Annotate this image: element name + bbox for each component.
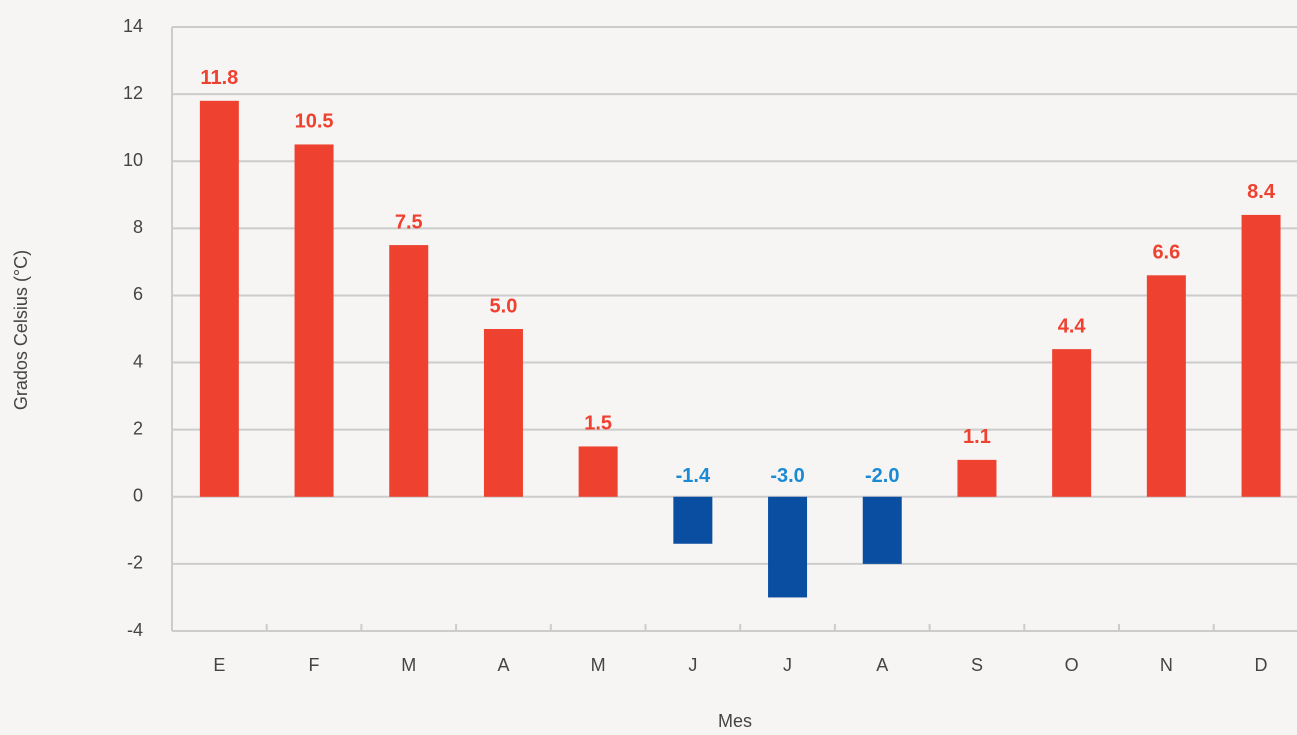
x-tick-label: M (591, 655, 606, 675)
bar (294, 144, 334, 497)
x-axis-label: Mes (718, 711, 752, 731)
y-tick-label: -2 (127, 553, 143, 573)
value-label: -1.4 (676, 465, 711, 487)
x-tick-label: E (213, 655, 225, 675)
value-label: 1.1 (963, 426, 991, 448)
x-tick-label: J (688, 655, 697, 675)
y-tick-label: 8 (133, 217, 143, 237)
y-tick-label: 4 (133, 351, 143, 371)
x-tick-label: N (1160, 655, 1173, 675)
value-label: 1.5 (584, 413, 612, 435)
x-tick-label: M (401, 655, 416, 675)
x-tick-label: F (309, 655, 320, 675)
x-tick-label: O (1065, 655, 1079, 675)
y-tick-label: 2 (133, 418, 143, 438)
x-tick-label: D (1255, 655, 1268, 675)
bar (1052, 349, 1092, 497)
y-tick-label: -4 (127, 620, 143, 640)
value-label: 7.5 (395, 211, 423, 233)
y-axis-label: Grados Celsius (°C) (11, 250, 31, 410)
value-label: 11.8 (200, 67, 238, 89)
value-label: 4.4 (1058, 315, 1087, 337)
bar (768, 496, 808, 598)
bar (957, 459, 997, 497)
value-label: 10.5 (295, 111, 334, 133)
bar (389, 245, 429, 497)
bar (1146, 275, 1186, 497)
value-label: 8.4 (1247, 181, 1276, 203)
y-tick-label: 0 (133, 486, 143, 506)
x-tick-label: S (971, 655, 983, 675)
bar (1241, 214, 1281, 497)
x-tick-label: J (783, 655, 792, 675)
bar (673, 496, 713, 544)
x-tick-label: A (497, 655, 509, 675)
value-label: -3.0 (770, 465, 804, 487)
bar (578, 446, 618, 497)
bar (483, 329, 523, 497)
value-label: 6.6 (1152, 242, 1180, 264)
y-tick-label: 10 (123, 150, 143, 170)
value-label: -2.0 (865, 465, 899, 487)
bar (862, 496, 902, 564)
y-tick-label: 6 (133, 284, 143, 304)
y-tick-label: 12 (123, 83, 143, 103)
value-label: 5.0 (490, 295, 518, 317)
y-tick-label: 14 (123, 16, 143, 36)
x-tick-label: A (876, 655, 888, 675)
bar (199, 100, 239, 497)
